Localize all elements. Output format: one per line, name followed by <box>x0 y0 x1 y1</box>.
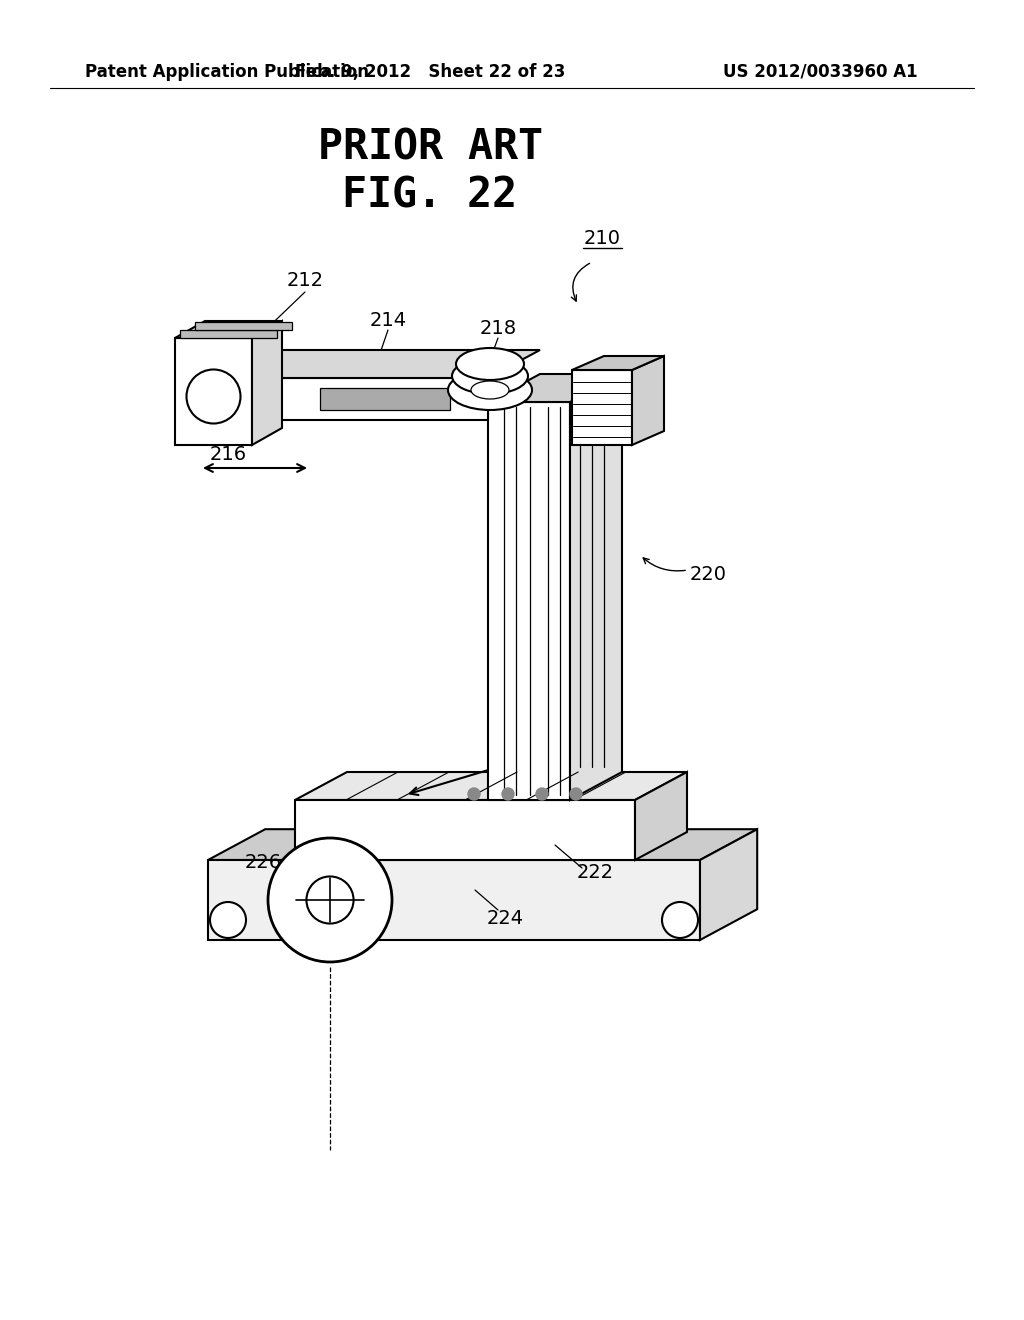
Circle shape <box>210 902 246 939</box>
Ellipse shape <box>471 381 509 399</box>
Text: FIG. 22: FIG. 22 <box>342 174 517 216</box>
Text: 222: 222 <box>577 862 613 882</box>
Polygon shape <box>700 829 757 940</box>
Text: 226: 226 <box>245 853 282 871</box>
Text: 214: 214 <box>370 310 407 330</box>
Polygon shape <box>252 321 282 445</box>
Polygon shape <box>208 861 700 940</box>
Text: 224: 224 <box>486 908 523 928</box>
Circle shape <box>502 788 514 800</box>
Polygon shape <box>570 374 622 800</box>
Polygon shape <box>488 374 622 403</box>
Ellipse shape <box>449 370 532 411</box>
Text: 218: 218 <box>479 318 516 338</box>
Polygon shape <box>635 772 687 861</box>
Polygon shape <box>175 321 282 338</box>
Text: 216: 216 <box>210 446 247 465</box>
Circle shape <box>536 788 548 800</box>
Circle shape <box>306 876 353 924</box>
Text: US 2012/0033960 A1: US 2012/0033960 A1 <box>723 63 918 81</box>
Circle shape <box>468 788 480 800</box>
Ellipse shape <box>456 348 524 380</box>
Circle shape <box>268 838 392 962</box>
Polygon shape <box>175 338 252 445</box>
Polygon shape <box>295 800 635 861</box>
Text: PRIOR ART: PRIOR ART <box>317 127 543 169</box>
Polygon shape <box>195 322 292 330</box>
Text: Patent Application Publication: Patent Application Publication <box>85 63 369 81</box>
Polygon shape <box>180 330 278 338</box>
Polygon shape <box>319 388 450 411</box>
Polygon shape <box>572 370 632 445</box>
Polygon shape <box>295 772 687 800</box>
Polygon shape <box>632 356 664 445</box>
Circle shape <box>570 788 582 800</box>
Polygon shape <box>572 356 664 370</box>
Text: 220: 220 <box>690 565 727 585</box>
Circle shape <box>662 902 698 939</box>
Polygon shape <box>222 378 488 420</box>
Text: 210: 210 <box>584 228 621 248</box>
Polygon shape <box>488 403 570 800</box>
Polygon shape <box>222 350 540 378</box>
Text: 212: 212 <box>287 271 324 289</box>
Text: Feb. 9, 2012   Sheet 22 of 23: Feb. 9, 2012 Sheet 22 of 23 <box>295 63 565 81</box>
Polygon shape <box>208 829 757 861</box>
Ellipse shape <box>452 358 528 393</box>
